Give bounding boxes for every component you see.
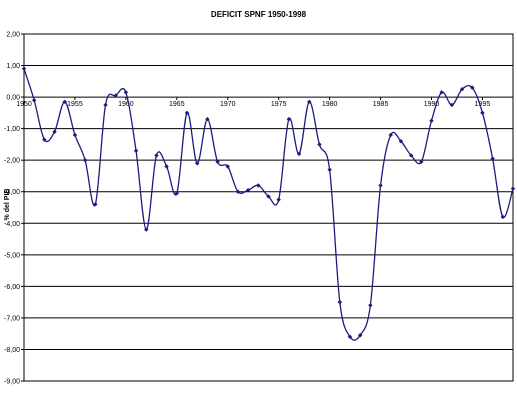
- data-point: [235, 189, 241, 194]
- data-point: [347, 334, 353, 340]
- data-point: [286, 116, 292, 122]
- y-axis-title: % del PIB: [4, 189, 11, 221]
- data-point: [123, 90, 129, 95]
- data-point: [144, 227, 149, 232]
- data-point: [378, 183, 383, 188]
- data-point: [480, 110, 485, 116]
- data-point: [215, 159, 220, 164]
- x-tick-label: 1950: [16, 101, 32, 108]
- x-tick-label: 1970: [220, 101, 236, 108]
- data-point: [225, 164, 230, 169]
- data-point: [133, 148, 139, 153]
- data-point: [490, 156, 495, 161]
- y-tick-label: -5,00: [4, 252, 20, 259]
- data-point: [419, 159, 424, 164]
- data-point: [439, 90, 444, 95]
- data-point: [510, 186, 516, 191]
- data-point: [429, 118, 434, 123]
- data-point: [408, 153, 414, 158]
- data-point: [256, 183, 261, 188]
- data-point: [266, 194, 271, 199]
- data-point: [194, 161, 200, 166]
- data-point: [357, 333, 363, 338]
- x-tick-label: 1995: [475, 101, 491, 108]
- data-point: [327, 167, 332, 172]
- data-point: [62, 99, 67, 105]
- y-tick-label: -7,00: [4, 315, 20, 322]
- data-point: [164, 164, 169, 169]
- data-point: [103, 102, 108, 108]
- y-tick-label: -4,00: [4, 221, 20, 228]
- data-point: [245, 187, 251, 193]
- y-tick-label: -9,00: [4, 379, 20, 386]
- data-point: [52, 129, 57, 134]
- chart-title: DEFICIT SPNF 1950-1998: [210, 10, 307, 19]
- x-tick-label: 1990: [424, 101, 440, 108]
- y-tick-label: -3,00: [4, 189, 20, 196]
- y-tick-label: 2,00: [6, 32, 20, 39]
- data-point: [184, 110, 190, 116]
- x-tick-label: 1960: [118, 101, 134, 108]
- x-tick-label: 1975: [271, 101, 287, 108]
- y-tick-label: 0,00: [6, 95, 20, 102]
- y-tick-label: 1,00: [6, 63, 20, 70]
- x-tick-label: 1955: [67, 101, 83, 108]
- data-point: [154, 153, 159, 158]
- y-tick-label: -8,00: [4, 347, 20, 354]
- data-point: [31, 98, 37, 103]
- data-point: [470, 85, 475, 90]
- plot-frame: [23, 33, 514, 382]
- data-point: [205, 116, 210, 122]
- data-point: [459, 87, 465, 92]
- y-tick-label: -2,00: [4, 158, 20, 165]
- x-tick-label: 1965: [169, 101, 185, 108]
- data-point: [72, 132, 78, 138]
- axes: [21, 33, 514, 382]
- data-point: [388, 132, 393, 138]
- y-tick-label: -1,00: [4, 126, 20, 133]
- gridlines: [24, 33, 513, 382]
- y-tick-label: -6,00: [4, 284, 20, 291]
- data-point: [449, 102, 455, 108]
- data-point: [500, 214, 506, 220]
- series: [21, 66, 516, 341]
- data-point: [174, 191, 180, 196]
- data-point: [337, 299, 343, 305]
- tick-labels: 2,00 1,00 0,00 -1,00 -2,00 -3,00 -4,00 -5,00 -6,…: [4, 32, 490, 386]
- data-point: [113, 93, 118, 98]
- data-point: [42, 137, 47, 142]
- data-point: [296, 151, 302, 157]
- data-point: [398, 139, 404, 144]
- data-point: [307, 99, 312, 105]
- data-point: [276, 197, 281, 202]
- data-point: [21, 66, 27, 71]
- x-tick-label: 1980: [322, 101, 338, 108]
- x-tick-label: 1985: [373, 101, 389, 108]
- data-point: [368, 303, 373, 308]
- data-point: [93, 202, 98, 207]
- data-point: [82, 157, 88, 163]
- data-point: [317, 142, 322, 147]
